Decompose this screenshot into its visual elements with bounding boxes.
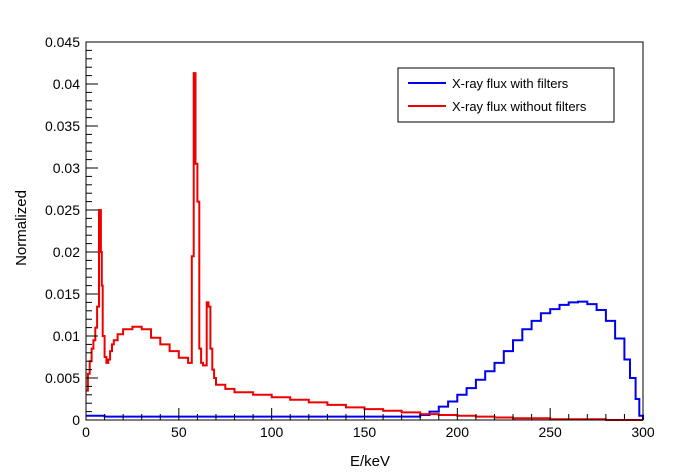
x-tick-label: 200 bbox=[446, 424, 470, 440]
y-tick-label: 0 bbox=[72, 412, 80, 428]
y-tick-label: 0.01 bbox=[53, 328, 80, 344]
x-tick-label: 300 bbox=[631, 424, 655, 440]
y-tick-label: 0.04 bbox=[53, 76, 80, 92]
y-tick-label: 0.005 bbox=[45, 370, 80, 386]
x-tick-label: 250 bbox=[538, 424, 562, 440]
x-tick-label: 150 bbox=[353, 424, 377, 440]
series-line-1 bbox=[86, 72, 643, 421]
legend-box bbox=[397, 67, 615, 123]
x-tick-label: 0 bbox=[82, 424, 90, 440]
y-tick-label: 0.015 bbox=[45, 286, 80, 302]
axes-layer: 0 50 100 150 200 250 300 0 0.005 0.01 0.015 0.02 0.0… bbox=[45, 34, 655, 440]
legend-label-without-filters: X-ray flux without filters bbox=[452, 99, 587, 114]
y-tick-label: 0.03 bbox=[53, 160, 80, 176]
y-tick-label: 0.045 bbox=[45, 34, 80, 50]
legend: X-ray flux with filters X-ray flux witho… bbox=[397, 67, 615, 123]
legend-label-with-filters: X-ray flux with filters bbox=[452, 76, 569, 91]
x-axis-title: E/keV bbox=[350, 453, 390, 470]
x-tick-label: 100 bbox=[260, 424, 284, 440]
series-line-0 bbox=[86, 300, 644, 420]
y-tick-label: 0.035 bbox=[45, 118, 80, 134]
plot-layer bbox=[86, 72, 644, 421]
y-tick-label: 0.025 bbox=[45, 202, 80, 218]
x-tick-label: 50 bbox=[171, 424, 187, 440]
y-tick-label: 0.02 bbox=[53, 244, 80, 260]
y-axis-title: Normalized bbox=[13, 190, 30, 266]
